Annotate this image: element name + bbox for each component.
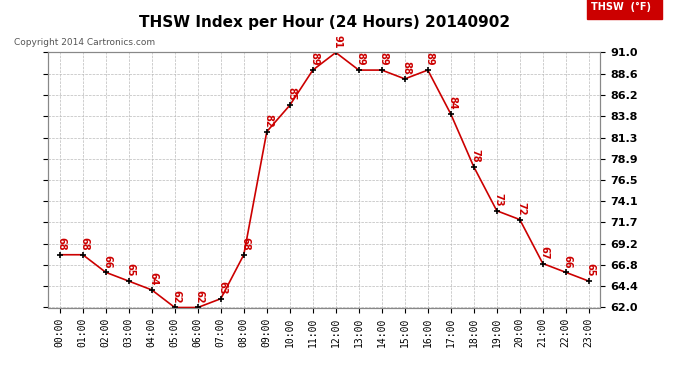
Text: 88: 88 — [401, 61, 411, 75]
Text: 66: 66 — [102, 255, 112, 268]
Text: 84: 84 — [447, 96, 457, 110]
Text: 89: 89 — [309, 52, 319, 66]
Text: 62: 62 — [194, 290, 204, 303]
Text: THSW Index per Hour (24 Hours) 20140902: THSW Index per Hour (24 Hours) 20140902 — [139, 15, 510, 30]
Text: 68: 68 — [79, 237, 89, 250]
Text: 85: 85 — [286, 87, 296, 101]
Text: 65: 65 — [125, 264, 135, 277]
Text: 89: 89 — [424, 52, 434, 66]
Text: Copyright 2014 Cartronics.com: Copyright 2014 Cartronics.com — [14, 38, 155, 47]
Text: 72: 72 — [516, 202, 526, 215]
Text: 82: 82 — [263, 114, 273, 128]
Text: 67: 67 — [539, 246, 549, 259]
Text: 66: 66 — [562, 255, 572, 268]
Text: 62: 62 — [171, 290, 181, 303]
Text: 78: 78 — [470, 149, 480, 163]
Text: 68: 68 — [56, 237, 66, 250]
Text: 68: 68 — [240, 237, 250, 250]
Text: 89: 89 — [378, 52, 388, 66]
Text: 73: 73 — [493, 193, 503, 207]
Text: 91: 91 — [332, 35, 342, 48]
Text: 65: 65 — [585, 264, 595, 277]
Text: 89: 89 — [355, 52, 365, 66]
Text: 63: 63 — [217, 281, 227, 294]
Text: THSW  (°F): THSW (°F) — [591, 2, 651, 12]
Text: 64: 64 — [148, 272, 158, 286]
